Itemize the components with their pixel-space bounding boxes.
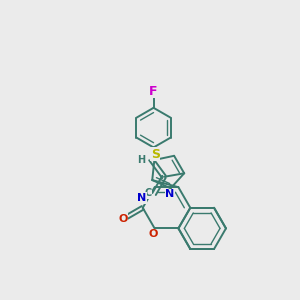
Text: C: C xyxy=(145,188,152,198)
Text: S: S xyxy=(151,148,160,160)
Text: H: H xyxy=(138,155,146,165)
Text: O: O xyxy=(148,229,158,239)
Text: N: N xyxy=(137,193,146,203)
Text: O: O xyxy=(118,214,128,224)
Text: N: N xyxy=(165,189,175,199)
Text: F: F xyxy=(149,85,158,98)
